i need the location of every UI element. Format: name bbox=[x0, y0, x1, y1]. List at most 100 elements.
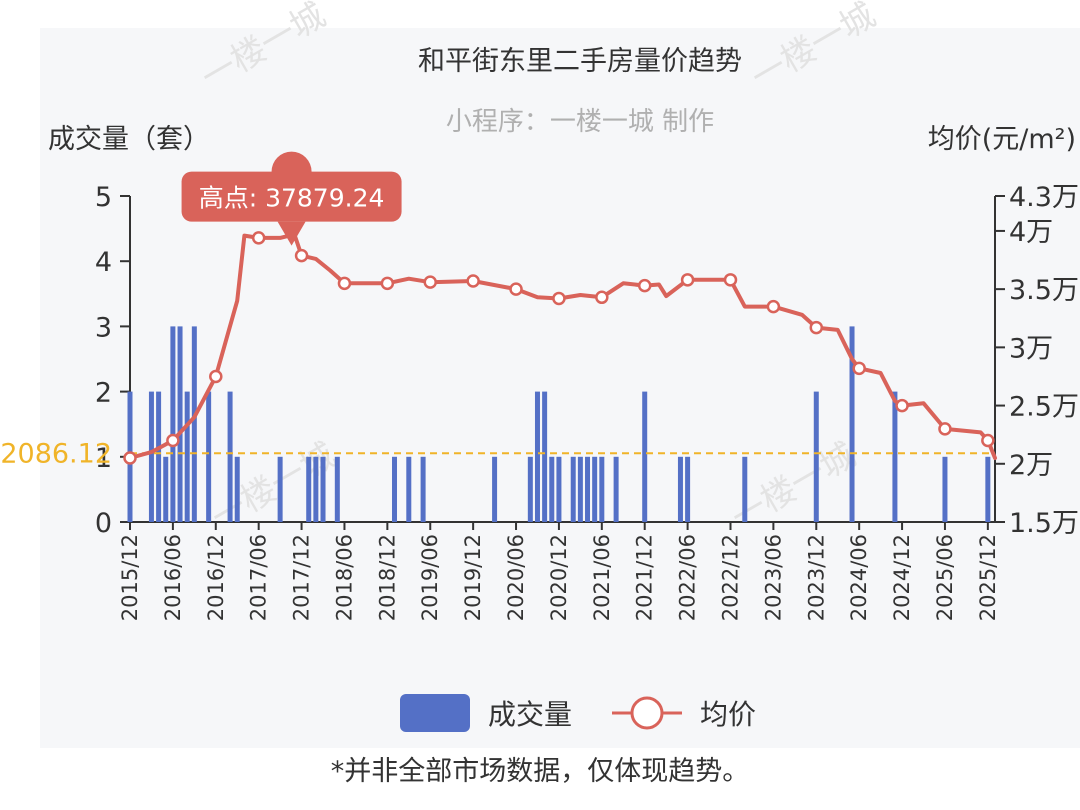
volume-bar-2020/08 bbox=[527, 456, 533, 522]
volume-bar-2022/06 bbox=[685, 456, 691, 522]
volume-bar-2017/03 bbox=[234, 456, 240, 522]
left-tick-label-0: 0 bbox=[95, 508, 112, 539]
volume-bar-2020/12 bbox=[556, 456, 562, 522]
price-marker-2024/12 bbox=[895, 398, 909, 413]
x-tick-label-2021/12: 2021/12 bbox=[633, 534, 657, 621]
volume-bar-2017/09 bbox=[277, 456, 283, 522]
watermark-2: 一楼一城 bbox=[745, 0, 883, 98]
volume-bar-2023/02 bbox=[742, 456, 748, 522]
volume-bar-2023/12 bbox=[813, 391, 819, 522]
volume-bar-2019/03 bbox=[406, 456, 412, 522]
left-tick-label-5: 5 bbox=[95, 182, 112, 213]
annotation-label: 高点: 37879.24 bbox=[199, 184, 385, 213]
x-tick-label-2019/12: 2019/12 bbox=[461, 534, 485, 621]
price-marker-2022/12 bbox=[723, 273, 738, 287]
legend-label-price: 均价 bbox=[700, 698, 756, 731]
volume-bar-2016/09 bbox=[191, 326, 197, 522]
volume-bar-2020/11 bbox=[549, 456, 555, 522]
x-tick-label-2016/12: 2016/12 bbox=[204, 534, 228, 621]
right-tick-label-30000: 3万 bbox=[1009, 333, 1053, 364]
price-marker-2025/06 bbox=[938, 422, 952, 436]
volume-bar-2016/05 bbox=[163, 456, 169, 522]
legend-swatch-price-marker bbox=[630, 696, 664, 730]
x-tick-label-2018/06: 2018/06 bbox=[332, 534, 356, 621]
volume-bar-2025/12 bbox=[985, 456, 991, 522]
price-marker-2021/12 bbox=[637, 278, 652, 293]
volume-bar-2025/06 bbox=[942, 456, 948, 522]
reference-line-label: 2086.12 bbox=[0, 438, 112, 469]
legend-label-volume: 成交量 bbox=[488, 698, 572, 731]
price-marker-2017/06 bbox=[251, 231, 266, 245]
price-marker-2019/12 bbox=[466, 274, 480, 288]
left-axis-name: 成交量（套） bbox=[48, 124, 210, 155]
volume-bar-2021/05 bbox=[592, 456, 598, 522]
x-tick-label-2015/12: 2015/12 bbox=[118, 534, 142, 621]
volume-bar-2016/03 bbox=[148, 391, 154, 522]
price-marker-2018/12 bbox=[380, 276, 395, 291]
volume-bar-2016/11 bbox=[206, 391, 212, 522]
x-tick-label-2017/06: 2017/06 bbox=[247, 534, 271, 621]
volume-bar-2020/03 bbox=[492, 456, 498, 522]
right-tick-label-40000: 4万 bbox=[1009, 217, 1053, 248]
right-tick-label-20000: 2万 bbox=[1009, 450, 1053, 481]
right-tick-label-43000: 4.3万 bbox=[1009, 182, 1079, 213]
price-marker-2023/12 bbox=[809, 320, 824, 335]
left-tick-label-2: 2 bbox=[95, 378, 112, 409]
volume-bar-2019/05 bbox=[420, 456, 426, 522]
x-tick-label-2025/12: 2025/12 bbox=[976, 534, 1000, 621]
price-marker-2018/06 bbox=[337, 276, 352, 291]
volume-bar-2017/02 bbox=[227, 391, 233, 522]
annotation-bubble bbox=[181, 171, 402, 222]
right-tick-label-25000: 2.5万 bbox=[1009, 392, 1079, 423]
volume-bar-2020/09 bbox=[534, 391, 540, 522]
price-marker-2015/12 bbox=[123, 451, 137, 465]
price-marker-2021/06 bbox=[595, 290, 609, 305]
x-tick-label-2022/06: 2022/06 bbox=[676, 534, 700, 621]
volume-bar-2021/03 bbox=[577, 456, 583, 522]
volume-bar-2024/11 bbox=[892, 391, 898, 522]
price-marker-2016/06 bbox=[166, 433, 180, 448]
chart-subtitle: 小程序：一楼一城 制作 bbox=[446, 107, 714, 137]
volume-bar-2024/05 bbox=[849, 326, 855, 522]
left-tick-label-4: 4 bbox=[95, 247, 112, 278]
x-tick-label-2018/12: 2018/12 bbox=[375, 534, 399, 621]
volume-bar-2021/08 bbox=[613, 456, 619, 522]
x-tick-label-2022/12: 2022/12 bbox=[718, 534, 742, 621]
volume-bar-2022/05 bbox=[677, 456, 683, 522]
x-tick-label-2020/12: 2020/12 bbox=[547, 534, 571, 621]
x-tick-label-2023/12: 2023/12 bbox=[804, 534, 828, 621]
x-tick-label-2019/06: 2019/06 bbox=[418, 534, 442, 621]
volume-bar-2018/02 bbox=[313, 456, 319, 522]
x-tick-label-2017/12: 2017/12 bbox=[290, 534, 314, 621]
volume-bar-2018/03 bbox=[320, 456, 326, 522]
volume-bar-2016/07 bbox=[177, 326, 183, 522]
volume-bar-2021/02 bbox=[570, 456, 576, 522]
volume-bar-2021/12 bbox=[642, 391, 648, 522]
price-marker-2024/06 bbox=[852, 361, 866, 376]
footnote: *并非全部市场数据，仅体现趋势。 bbox=[331, 756, 750, 787]
volume-bar-2016/08 bbox=[184, 391, 190, 522]
price-marker-2019/06 bbox=[423, 275, 437, 289]
legend-swatch-volume bbox=[400, 694, 470, 732]
x-tick-label-2016/06: 2016/06 bbox=[161, 534, 185, 621]
price-marker-2020/06 bbox=[509, 282, 523, 296]
x-tick-label-2023/06: 2023/06 bbox=[761, 534, 785, 621]
left-tick-label-3: 3 bbox=[95, 312, 112, 343]
price-marker-2017/12 bbox=[294, 248, 309, 263]
right-tick-label-15000: 1.5万 bbox=[1009, 508, 1079, 539]
annotation-pointer bbox=[277, 221, 306, 246]
price-marker-2022/06 bbox=[680, 273, 695, 287]
price-marker-2023/06 bbox=[766, 299, 781, 314]
x-tick-label-2024/06: 2024/06 bbox=[847, 534, 871, 621]
left-tick-label-1: 1 bbox=[95, 443, 112, 474]
x-tick-label-2020/06: 2020/06 bbox=[504, 534, 528, 621]
price-marker-2025/12 bbox=[981, 433, 995, 448]
volume-bar-2019/01 bbox=[392, 456, 398, 522]
volume-bar-2021/06 bbox=[599, 456, 605, 522]
right-tick-label-35000: 3.5万 bbox=[1009, 275, 1079, 306]
volume-bar-2018/05 bbox=[334, 456, 340, 522]
x-tick-label-2024/12: 2024/12 bbox=[890, 534, 914, 621]
volume-bar-2016/06 bbox=[170, 326, 176, 522]
